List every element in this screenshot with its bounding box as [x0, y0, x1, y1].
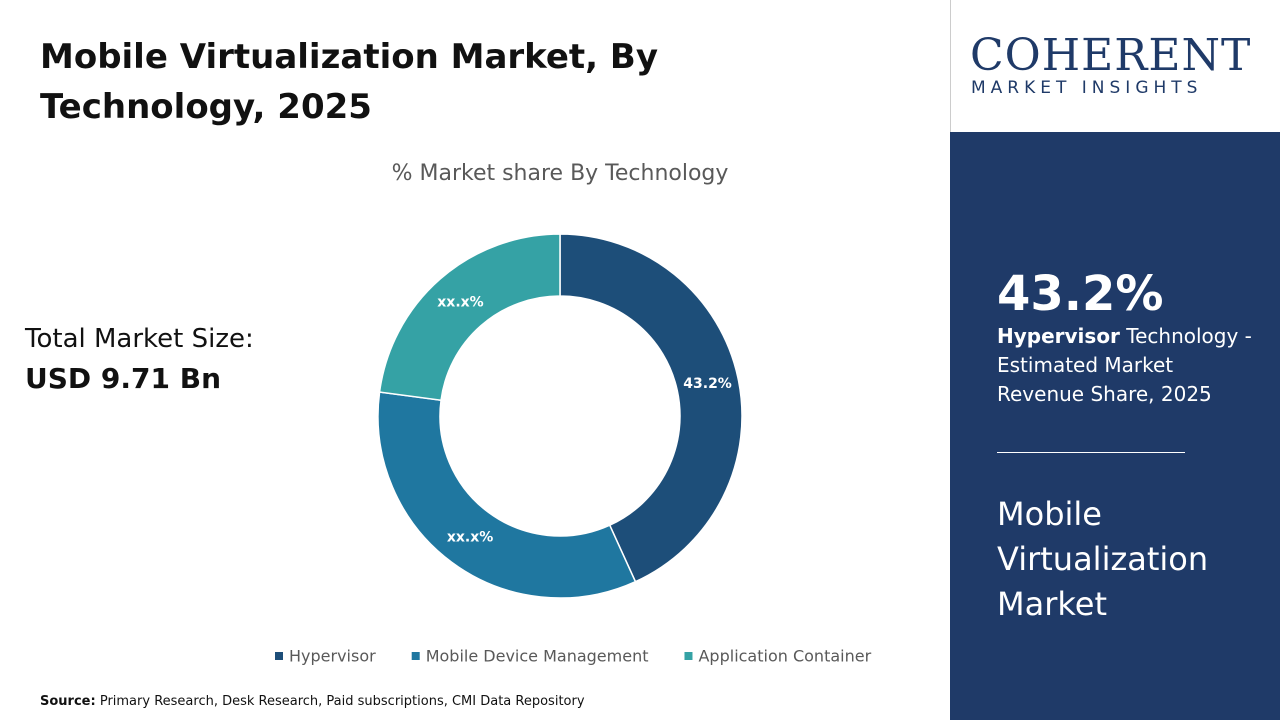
pie-slice: [378, 233, 561, 402]
legend-label: Hypervisor: [289, 647, 376, 666]
market-name: Mobile Virtualization Market: [997, 495, 1209, 623]
pie-slice: [559, 233, 743, 583]
legend-label: Mobile Device Management: [426, 647, 649, 666]
logo-panel: [950, 0, 1280, 132]
pie-slice: [377, 391, 637, 599]
source-text: Primary Research, Desk Research, Paid su…: [99, 694, 585, 709]
market-size-value: USD 9.71 Bn: [25, 362, 221, 395]
data-label: xx.x%: [437, 294, 483, 310]
data-label: xx.x%: [447, 529, 493, 545]
stat-desc: Technology - Estimated Market Revenue Sh…: [997, 324, 1252, 406]
logo: COHERENT: [970, 30, 1252, 81]
page-title: Mobile Virtualization Market, By Technol…: [40, 37, 659, 127]
stat-text: Hypervisor Technology - Estimated Market…: [997, 322, 1257, 409]
legend-swatch: [411, 652, 420, 660]
logo-tagline: MARKET INSIGHTS: [971, 78, 1203, 98]
legend-label: Application Container: [698, 647, 871, 666]
data-label: 43.2%: [683, 376, 732, 392]
source: Source: Primary Research, Desk Research,…: [40, 694, 585, 709]
stat-bold: Hypervisor: [997, 324, 1120, 348]
legend-swatch: [684, 652, 693, 660]
market-size-label: Total Market Size:: [25, 324, 254, 354]
source-label: Source:: [40, 694, 96, 709]
sidebar: 43.2% Hypervisor Technology - Estimated …: [950, 132, 1280, 720]
chart: % Market share By Technology 43.2% xx.x% x…: [275, 161, 872, 666]
divider: [997, 452, 1185, 453]
stat: 43.2%: [997, 266, 1164, 322]
legend-swatch: [275, 652, 283, 660]
chart-title: % Market share By Technology: [392, 161, 729, 186]
